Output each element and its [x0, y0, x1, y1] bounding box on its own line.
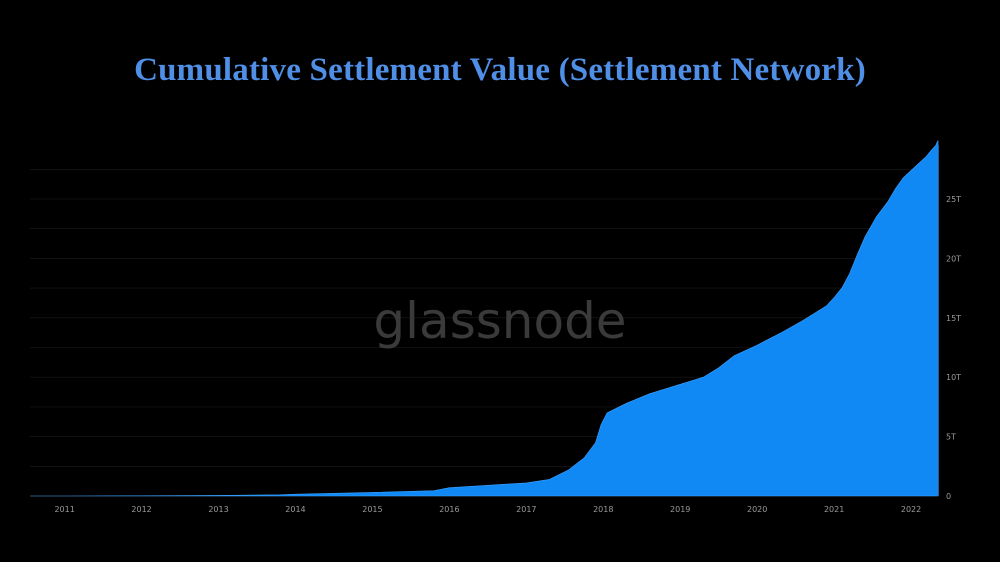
y-tick-label: 10T — [946, 373, 961, 382]
x-tick-label: 2012 — [131, 505, 151, 514]
y-tick-label: 0 — [946, 492, 951, 501]
watermark: glassnode — [373, 292, 626, 350]
chart-title: Cumulative Settlement Value (Settlement … — [134, 52, 866, 88]
y-tick-label: 25T — [946, 195, 961, 204]
x-tick-label: 2015 — [362, 505, 382, 514]
x-tick-label: 2020 — [747, 505, 767, 514]
x-tick-label: 2018 — [593, 505, 613, 514]
x-axis-ticks: 2011 2012 2013 2014 2015 2016 2017 2018 2019 2020… — [54, 505, 921, 514]
y-tick-label: 20T — [946, 254, 961, 263]
x-tick-label: 2021 — [824, 505, 844, 514]
x-tick-label: 2017 — [516, 505, 536, 514]
y-tick-label: 5T — [946, 433, 956, 442]
x-tick-label: 2016 — [439, 505, 459, 514]
gridlines — [30, 169, 938, 497]
x-tick-label: 2014 — [285, 505, 305, 514]
x-tick-label: 2013 — [208, 505, 228, 514]
settlement-value-area — [30, 139, 939, 497]
x-tick-label: 2022 — [901, 505, 921, 514]
y-tick-label: 15T — [946, 314, 961, 323]
x-tick-label: 2011 — [54, 505, 74, 514]
x-tick-label: 2019 — [670, 505, 690, 514]
y-axis-ticks: 0 5T 10T 15T 20T 25T — [946, 195, 961, 501]
